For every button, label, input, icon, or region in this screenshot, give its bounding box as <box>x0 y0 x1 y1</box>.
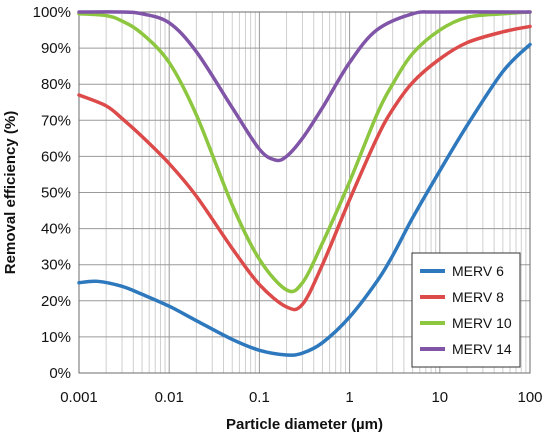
x-tick-label: 1 <box>345 389 353 406</box>
x-tick-label: 0.001 <box>60 389 98 406</box>
y-tick-label: 80% <box>41 76 71 93</box>
series-line-1 <box>77 42 532 357</box>
legend: MERV 6 MERV 8 MERV 10 MERV 14 <box>411 252 521 368</box>
y-tick-label: 50% <box>41 185 71 202</box>
x-tick-label: 100 <box>517 389 542 406</box>
x-tick-label: 0.1 <box>249 389 270 406</box>
y-tick-label: 100% <box>33 4 71 21</box>
y-axis-title: Removal efficiency (%) <box>2 111 19 274</box>
y-tick-label: 20% <box>41 293 71 310</box>
y-tick-label: 60% <box>41 148 71 165</box>
series-lines <box>77 10 532 357</box>
y-tick-label: 30% <box>41 257 71 274</box>
y-axis-tick-labels: 0% 10% 20% 30% 40% 50% 60% 70% 80% 90% 100% <box>33 4 71 382</box>
x-axis-title: Particle diameter (µm) <box>226 416 383 433</box>
plot-area-frame <box>78 11 531 374</box>
y-tick-label: 40% <box>41 221 71 238</box>
y-tick-label: 10% <box>41 329 71 346</box>
legend-label: MERV 10 <box>452 315 512 331</box>
legend-label: MERV 6 <box>452 263 504 279</box>
x-tick-label: 10 <box>431 389 448 406</box>
x-axis-tick-labels: 0.001 0.01 0.1 1 10 100 <box>60 389 542 406</box>
legend-label: MERV 8 <box>452 289 504 305</box>
series-line-4 <box>77 10 532 163</box>
legend-label: MERV 14 <box>452 341 512 357</box>
y-tick-label: 90% <box>41 40 71 57</box>
y-tick-label: 70% <box>41 112 71 129</box>
x-tick-label: 0.01 <box>155 389 184 406</box>
y-tick-label: 0% <box>49 365 71 382</box>
series-line-3 <box>77 10 532 294</box>
series-line-2 <box>77 24 532 312</box>
